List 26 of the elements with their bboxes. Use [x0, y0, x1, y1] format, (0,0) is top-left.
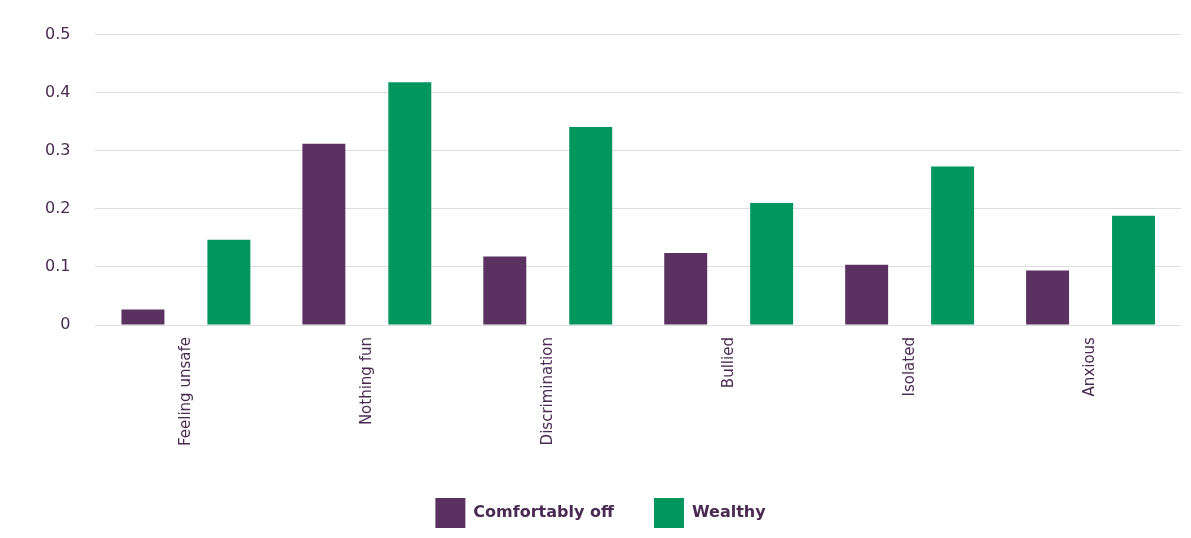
y-tick-label: 0.5: [44, 23, 71, 43]
bar: [664, 253, 708, 325]
bar: [388, 82, 432, 325]
bar: [1112, 215, 1155, 325]
bar: [483, 256, 527, 325]
bar: [1026, 270, 1070, 325]
y-tick-label: 0: [60, 314, 71, 334]
bar: [569, 126, 613, 325]
x-tick-label: Nothing fun: [356, 337, 375, 426]
x-tick-label: Feeling unsafe: [175, 337, 194, 447]
legend-label: Comfortably off: [473, 502, 615, 522]
x-tick-label: Anxious: [1080, 336, 1099, 397]
bar: [931, 166, 975, 325]
y-tick-label: 0.4: [44, 81, 71, 101]
x-tick-label: Bullied: [718, 337, 737, 389]
x-tick-label: Discrimination: [537, 337, 556, 446]
bar: [121, 309, 165, 325]
legend-label: Wealthy: [691, 502, 767, 522]
bar: [302, 143, 346, 325]
y-tick-label: 0.1: [44, 256, 71, 276]
bar: [750, 203, 794, 325]
y-tick-label: 0.2: [44, 198, 71, 218]
bar: [207, 239, 251, 325]
bar: [845, 264, 889, 325]
y-tick-label: 0.3: [44, 139, 71, 159]
x-tick-label: Isolated: [899, 337, 918, 397]
